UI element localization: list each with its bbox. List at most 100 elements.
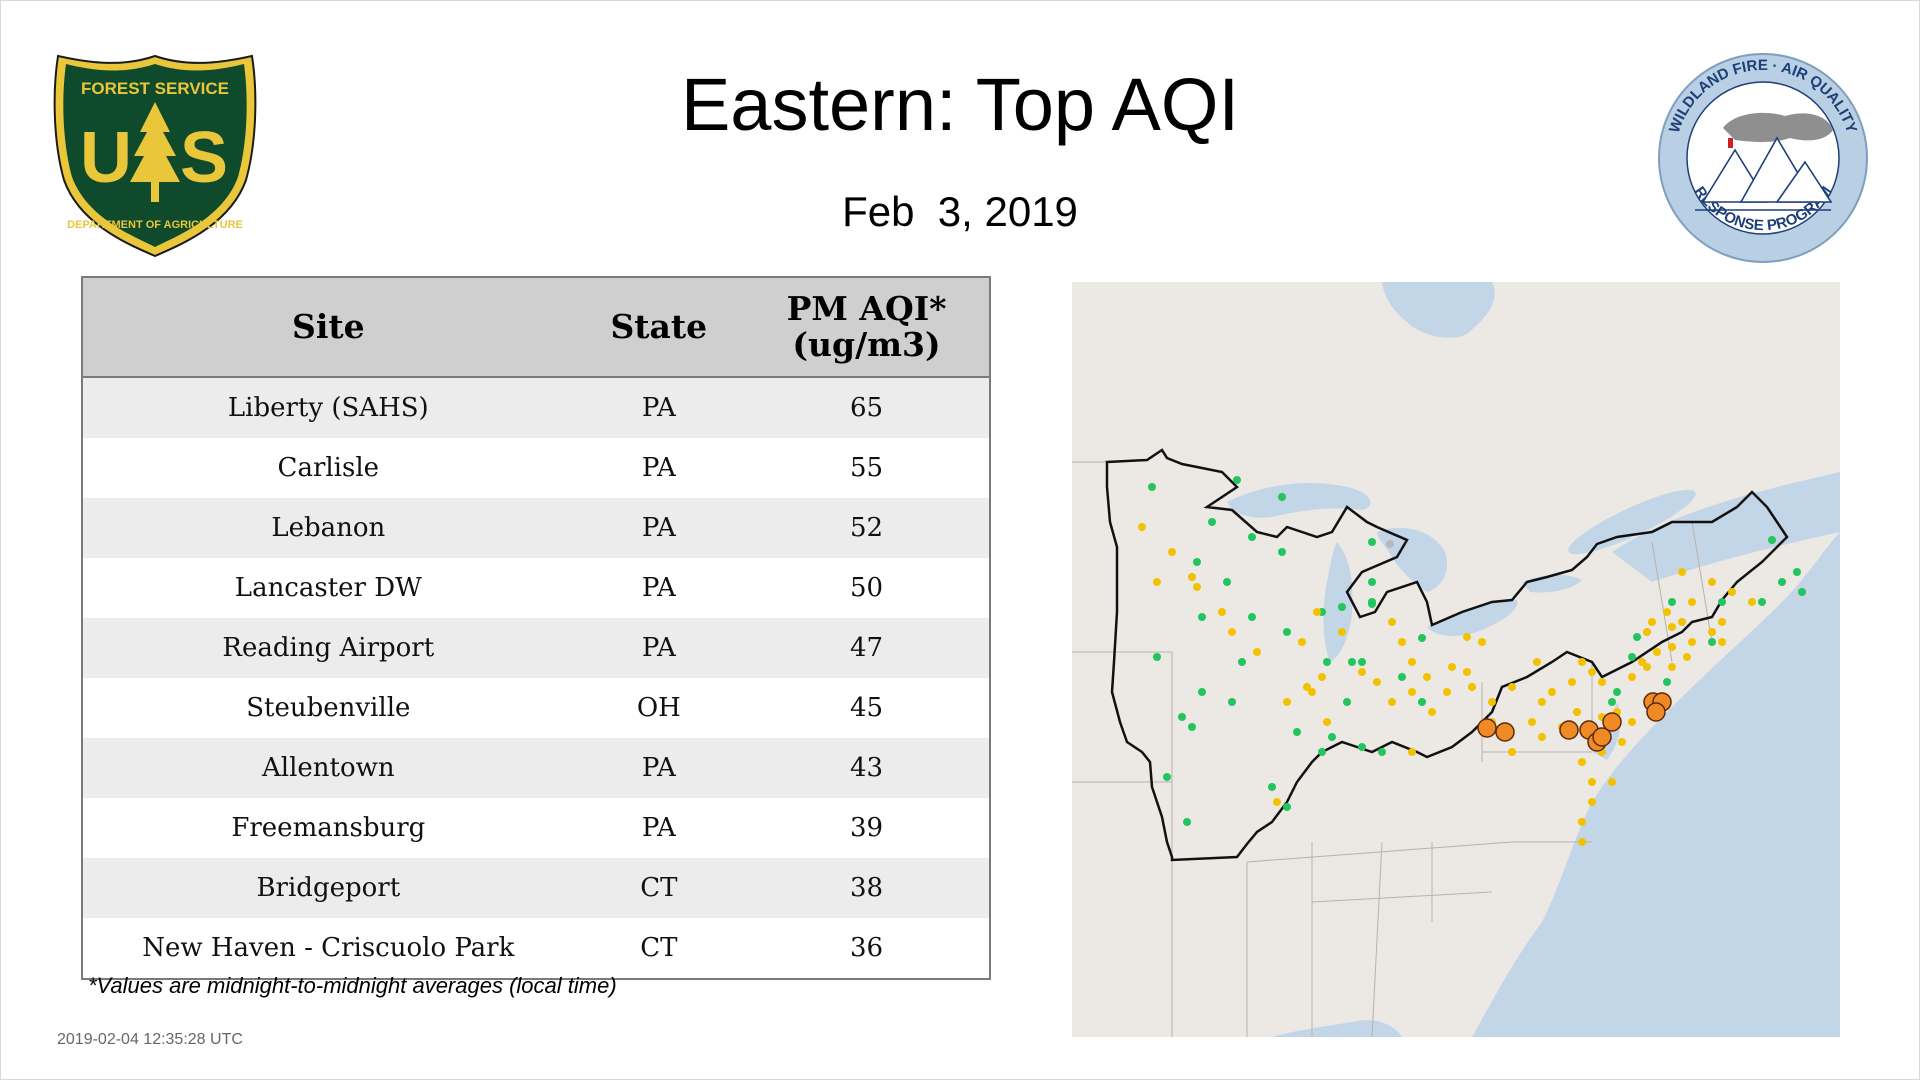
cell-state: PA	[573, 438, 745, 498]
monitor-dot-good	[1248, 613, 1256, 621]
monitor-dot-moderate	[1608, 778, 1616, 786]
monitor-dot-moderate	[1643, 663, 1651, 671]
monitor-dot-moderate	[1468, 683, 1476, 691]
monitor-dot-moderate	[1303, 683, 1311, 691]
monitor-dot-good	[1268, 783, 1276, 791]
cell-aqi: 50	[744, 558, 990, 618]
monitor-dot-moderate	[1428, 708, 1436, 716]
monitor-dot-moderate	[1638, 658, 1646, 666]
monitor-dot-moderate	[1313, 608, 1321, 616]
map-gulf	[1272, 1020, 1402, 1037]
table-row: Carlisle PA 55	[82, 438, 990, 498]
monitor-dot-moderate	[1748, 598, 1756, 606]
monitor-dot-moderate	[1323, 718, 1331, 726]
cell-state: PA	[573, 498, 745, 558]
monitor-dot-moderate	[1598, 678, 1606, 686]
svg-text:U: U	[80, 118, 132, 198]
monitor-dot-good	[1358, 658, 1366, 666]
monitor-dot-moderate	[1648, 618, 1656, 626]
cell-state: PA	[573, 798, 745, 858]
monitor-dot-good	[1323, 658, 1331, 666]
monitor-dot-moderate	[1398, 638, 1406, 646]
monitor-dot-moderate	[1253, 648, 1261, 656]
cell-aqi: 36	[744, 918, 990, 979]
monitor-dot-moderate	[1488, 698, 1496, 706]
monitor-dot-moderate	[1688, 598, 1696, 606]
monitor-dot-good	[1368, 538, 1376, 546]
monitor-dot-moderate	[1408, 658, 1416, 666]
cell-site: Lancaster DW	[82, 558, 574, 618]
table-row: Freemansburg PA 39	[82, 798, 990, 858]
monitor-dot-good	[1148, 483, 1156, 491]
table-row: Steubenville OH 45	[82, 678, 990, 738]
monitor-dot-moderate	[1228, 628, 1236, 636]
table-row: Reading Airport PA 47	[82, 618, 990, 678]
monitor-dot-moderate	[1653, 648, 1661, 656]
monitor-dot-moderate	[1318, 673, 1326, 681]
cell-site: Lebanon	[82, 498, 574, 558]
monitor-dot-moderate	[1533, 658, 1541, 666]
table-row: New Haven - Criscuolo Park CT 36	[82, 918, 990, 979]
monitor-dot-moderate	[1588, 798, 1596, 806]
table-row: Liberty (SAHS) PA 65	[82, 377, 990, 438]
cell-site: Reading Airport	[82, 618, 574, 678]
monitor-dot-good	[1188, 723, 1196, 731]
monitor-dot-good	[1238, 658, 1246, 666]
monitor-dot-moderate	[1138, 523, 1146, 531]
monitor-dot-good	[1798, 588, 1806, 596]
footnote: *Values are midnight-to-midnight average…	[88, 973, 617, 998]
monitor-dot-moderate	[1283, 698, 1291, 706]
wildland-fire-logo: WILDLAND FIRE · AIR QUALITY RESPONSE PRO…	[1658, 53, 1868, 263]
monitor-dot-good	[1163, 773, 1171, 781]
map-water-north	[1382, 282, 1840, 582]
monitor-dot-good	[1198, 688, 1206, 696]
monitor-dot-good	[1348, 658, 1356, 666]
monitor-dot-good	[1223, 578, 1231, 586]
monitor-dot-good	[1613, 688, 1621, 696]
monitor-dot-moderate	[1668, 623, 1676, 631]
report-date: Feb 3, 2019	[842, 188, 1078, 235]
table-row: Bridgeport CT 38	[82, 858, 990, 918]
pine-tree-icon	[130, 102, 180, 202]
page-title: Eastern: Top AQI	[680, 63, 1240, 146]
cell-site: New Haven - Criscuolo Park	[82, 918, 574, 979]
monitor-dot-good	[1758, 598, 1766, 606]
monitor-dot-good	[1248, 533, 1256, 541]
monitor-dot-moderate	[1668, 663, 1676, 671]
monitor-dot-moderate	[1508, 748, 1516, 756]
cell-site: Liberty (SAHS)	[82, 377, 574, 438]
mountains-icon	[1695, 136, 1833, 211]
cell-aqi: 47	[744, 618, 990, 678]
monitor-dot-good	[1378, 748, 1386, 756]
monitor-dot-good	[1663, 678, 1671, 686]
monitor-dot-good	[1328, 733, 1336, 741]
monitor-dot-moderate	[1718, 618, 1726, 626]
monitor-dot-moderate	[1298, 638, 1306, 646]
monitor-dot-moderate	[1578, 758, 1586, 766]
monitor-dot-moderate	[1573, 708, 1581, 716]
monitor-dot-moderate	[1273, 798, 1281, 806]
monitor-dot-usg	[1646, 702, 1666, 722]
cell-site: Freemansburg	[82, 798, 574, 858]
monitor-dot-good	[1343, 698, 1351, 706]
monitor-dot-good	[1278, 548, 1286, 556]
monitor-dot-moderate	[1528, 718, 1536, 726]
monitor-dot-moderate	[1643, 628, 1651, 636]
monitor-dot-moderate	[1308, 688, 1316, 696]
monitor-dot-good	[1338, 603, 1346, 611]
monitor-dot-good	[1153, 653, 1161, 661]
monitor-dot-good	[1608, 698, 1616, 706]
monitor-dot-good	[1778, 578, 1786, 586]
monitor-dot-moderate	[1538, 698, 1546, 706]
top-aqi-table: Site State PM AQI* (ug/m3) Liberty (SAHS…	[81, 276, 991, 980]
monitor-dot-good	[1398, 673, 1406, 681]
monitor-dot-moderate	[1578, 838, 1586, 846]
monitor-dot-good	[1228, 698, 1236, 706]
monitor-dot-moderate	[1628, 718, 1636, 726]
cell-site: Steubenville	[82, 678, 574, 738]
monitor-dot-good	[1198, 613, 1206, 621]
cell-aqi: 43	[744, 738, 990, 798]
monitor-dot-moderate	[1708, 628, 1716, 636]
map-monitor-dots	[1138, 476, 1806, 846]
monitor-dot-good	[1278, 493, 1286, 501]
